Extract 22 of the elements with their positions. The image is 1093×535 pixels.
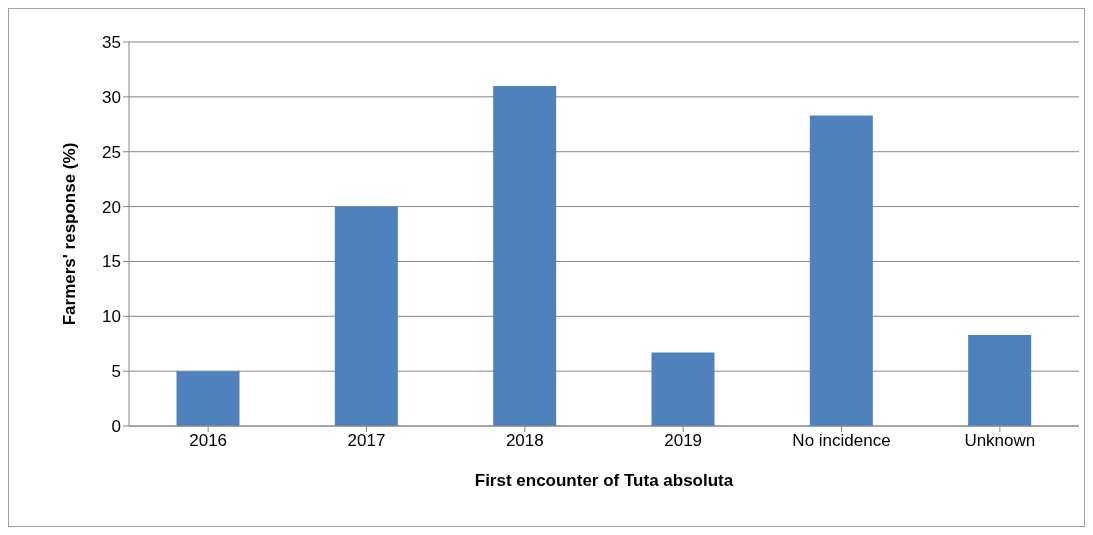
- y-tick-label: 20: [102, 197, 121, 217]
- bar: [968, 334, 1032, 426]
- y-tick-label: 30: [102, 87, 121, 107]
- x-tick-label: Unknown: [964, 431, 1036, 451]
- bar: [493, 85, 557, 426]
- x-tick-label: 2019: [664, 431, 703, 451]
- y-tick-label: 10: [102, 307, 121, 327]
- y-tick-label: 5: [111, 362, 121, 382]
- x-tick-label: No incidence: [792, 431, 891, 451]
- x-tick-label: 2018: [505, 431, 544, 451]
- x-axis-title: First encounter of Tuta absoluta: [474, 471, 734, 490]
- y-tick-label: 0: [111, 417, 121, 437]
- x-tick-label: 2016: [189, 431, 228, 451]
- y-tick-label: 35: [102, 33, 121, 53]
- bar: [651, 352, 715, 426]
- bar: [809, 115, 873, 426]
- y-tick-label: 25: [102, 142, 121, 162]
- y-tick-label: 15: [102, 252, 121, 272]
- bar: [176, 371, 240, 426]
- y-axis-title: Farmers' response (%): [60, 142, 80, 326]
- bar: [334, 206, 398, 426]
- x-tick-label: 2017: [347, 431, 386, 451]
